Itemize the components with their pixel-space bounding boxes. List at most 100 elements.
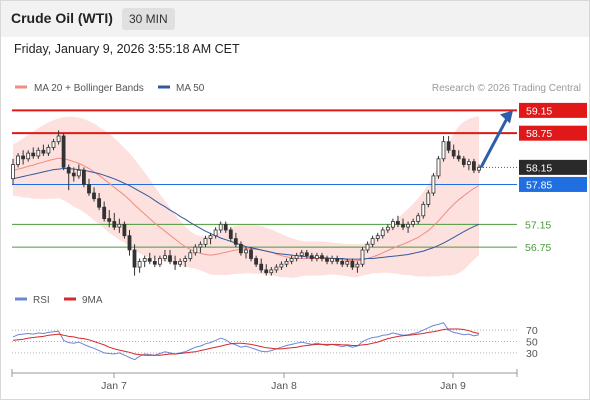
candle-body (173, 260, 178, 265)
candle-body (168, 255, 172, 262)
candle-body (183, 258, 188, 262)
candle-body (289, 258, 294, 262)
candle-body (82, 169, 86, 185)
candle-body (178, 260, 183, 265)
rsi-line (12, 322, 480, 361)
candle-body (41, 149, 46, 154)
candle-body (157, 258, 162, 265)
candle-body (284, 260, 289, 265)
candle-body (208, 235, 213, 239)
candle-body (294, 255, 299, 259)
candle-body (451, 149, 456, 157)
candle-body (299, 252, 304, 257)
9ma-line (12, 328, 480, 356)
candle-body (426, 192, 431, 205)
candle-body (330, 258, 335, 262)
candle-body (335, 258, 340, 262)
candle-body (122, 223, 127, 237)
candle-body (461, 158, 466, 165)
candle-body (380, 229, 385, 237)
candle-body (375, 235, 380, 239)
pivot-label: 57.85 (526, 179, 552, 191)
candle-body (355, 263, 360, 268)
candle-body (61, 135, 66, 168)
candle-body (360, 249, 365, 265)
candle-body (416, 215, 421, 222)
candle-body (51, 141, 56, 148)
resistance-label-box (519, 102, 587, 118)
candle-body (137, 260, 142, 268)
candle-body (421, 203, 426, 217)
rsi-tick-label: 50 (526, 337, 538, 349)
candle-body (304, 252, 309, 257)
candle-body (477, 166, 481, 171)
candle-body (127, 235, 132, 251)
candle-body (147, 258, 152, 262)
candle-body (218, 223, 223, 231)
candle-body (314, 255, 319, 259)
support-label: 56.75 (525, 242, 551, 254)
candle-body (441, 141, 446, 160)
candle-body (203, 238, 208, 245)
candle-body (244, 249, 248, 254)
rsi-tick-label: 30 (526, 348, 538, 360)
candle-body (269, 269, 274, 274)
candle-body (436, 158, 441, 177)
candle-body (112, 221, 117, 228)
candle-body (238, 243, 243, 254)
candle-body (152, 260, 157, 265)
candle-body (87, 184, 91, 194)
candle-body (365, 243, 370, 251)
candle-body (213, 229, 218, 237)
candle-body (16, 155, 20, 165)
candle-body (274, 266, 279, 271)
ma50-line (12, 168, 480, 260)
ma50-legend-label: MA 50 (176, 83, 205, 94)
candle-body (198, 243, 203, 248)
candle-body (107, 218, 112, 222)
credit-text: Research © 2026 Trading Central (432, 83, 581, 94)
candle-body (92, 192, 96, 200)
candle-body (21, 155, 26, 160)
candle-body (11, 164, 15, 180)
last-price-label-box (519, 159, 587, 175)
candle-body (132, 249, 137, 268)
candle-body (102, 206, 107, 219)
rsi-tick-label: 70 (526, 325, 538, 337)
candle-body (193, 246, 198, 254)
candle-body (117, 223, 122, 228)
timeframe-button[interactable]: 30 MIN (122, 8, 175, 30)
rsi-legend-label: RSI (33, 295, 50, 306)
candle-body (370, 238, 375, 245)
candle-body (162, 255, 167, 259)
header-bar: Crude Oil (WTI) 30 MIN (1, 1, 589, 37)
candle-body (309, 255, 314, 259)
candle-body (466, 161, 471, 165)
candle-body (36, 149, 41, 157)
candle-body (456, 155, 461, 160)
candle-body (46, 146, 51, 154)
candle-body (76, 169, 81, 177)
candle-body (71, 172, 76, 177)
candle-body (188, 252, 193, 259)
last-price-label: 58.15 (526, 162, 552, 174)
candle-body (406, 223, 411, 228)
candle-body (97, 198, 101, 208)
candle-body (471, 161, 476, 171)
candle-body (233, 238, 238, 245)
ma9-legend-label: 9MA (82, 295, 103, 306)
candle-body (223, 223, 228, 231)
time-tick-label: Jan 7 (101, 380, 127, 392)
resistance-label: 59.15 (526, 105, 552, 117)
support-label: 57.15 (525, 219, 551, 231)
candle-body (385, 226, 390, 231)
resistance-label-box (519, 125, 587, 141)
candle-body (31, 152, 36, 157)
time-tick-label: Jan 8 (271, 380, 297, 392)
candle-body (446, 141, 451, 151)
candle-body (279, 263, 284, 268)
candle-body (264, 269, 269, 274)
pivot-label-box (519, 176, 587, 192)
candle-body (395, 221, 400, 225)
